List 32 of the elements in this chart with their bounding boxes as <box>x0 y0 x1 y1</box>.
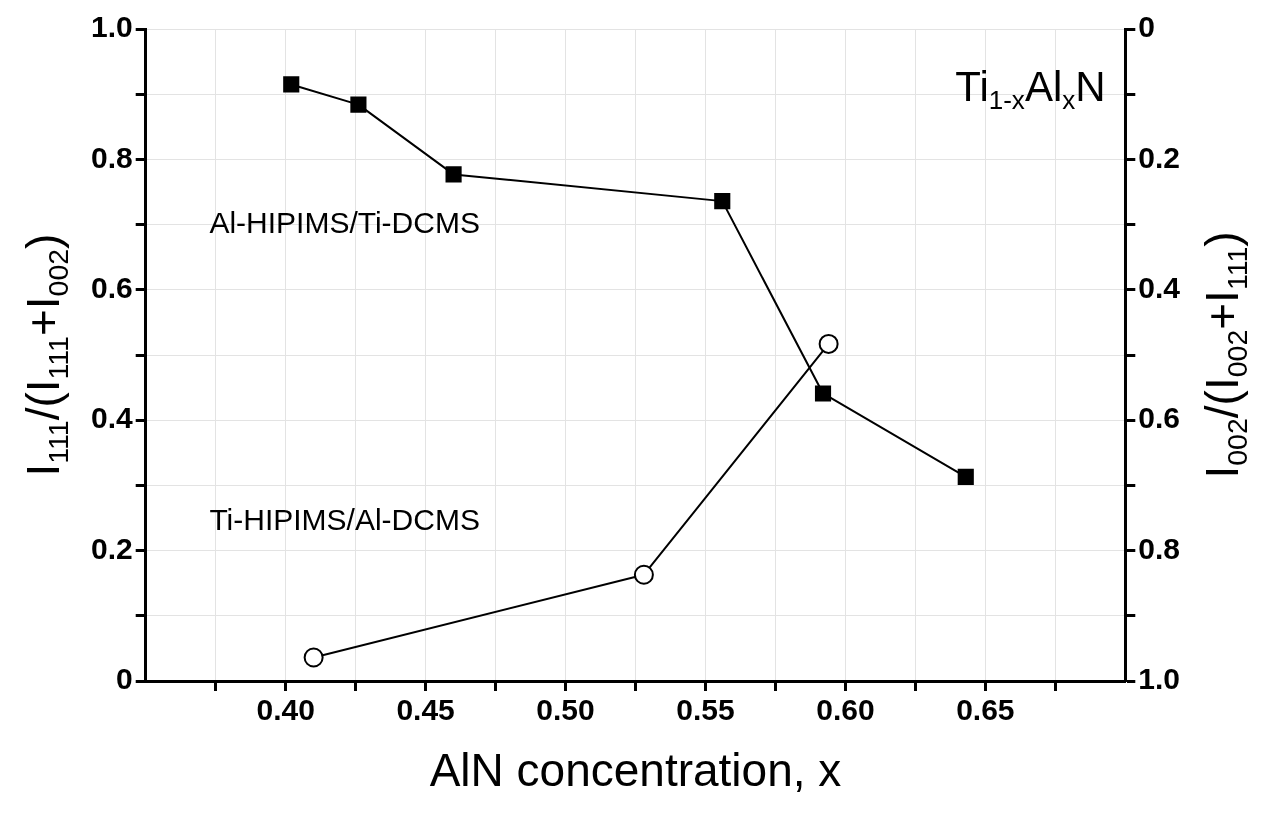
y-tick-label: 0.6 <box>90 271 133 305</box>
y2-tick-label: 0.6 <box>1138 401 1181 435</box>
y-tick-label: 0.2 <box>90 531 133 565</box>
point <box>303 647 324 668</box>
x-tick-label: 0.65 <box>956 693 1015 727</box>
series-label: Al-HIPIMS/Ti-DCMS <box>209 205 480 239</box>
x-axis-title: AlN concentration, x <box>429 743 842 796</box>
y2-tick-label: 0.2 <box>1138 140 1181 174</box>
y-tick-label: 0.8 <box>90 140 133 174</box>
x-tick-label: 0.60 <box>816 693 875 727</box>
x-tick-label: 0.50 <box>536 693 595 727</box>
text: Ti-HIPIMS/Al-DCMS <box>209 502 480 536</box>
y-tick-label: 0.4 <box>90 401 133 435</box>
y2-tick-label: 0.4 <box>1138 271 1181 305</box>
point <box>818 333 839 354</box>
y2-tick-label: 0.8 <box>1138 531 1181 565</box>
point <box>814 385 832 402</box>
point <box>957 468 974 485</box>
x-tick-label: 0.40 <box>256 693 315 727</box>
y-tick-label: 0 <box>116 662 133 696</box>
y-tick-label: 1.0 <box>90 10 133 44</box>
y2-tick-label: 0 <box>1138 10 1155 44</box>
y2-tick-label: 1.0 <box>1138 662 1181 696</box>
point <box>350 96 367 113</box>
x-tick-label: 0.55 <box>676 693 735 727</box>
y-axis-title: I111/(I111+I002) <box>16 233 74 477</box>
point <box>283 76 300 93</box>
point <box>714 193 731 210</box>
x-tick-label: 0.45 <box>396 693 455 727</box>
y2-axis-title: I002/(I002+I111) <box>1195 231 1253 479</box>
point <box>633 564 654 585</box>
point <box>445 166 462 183</box>
